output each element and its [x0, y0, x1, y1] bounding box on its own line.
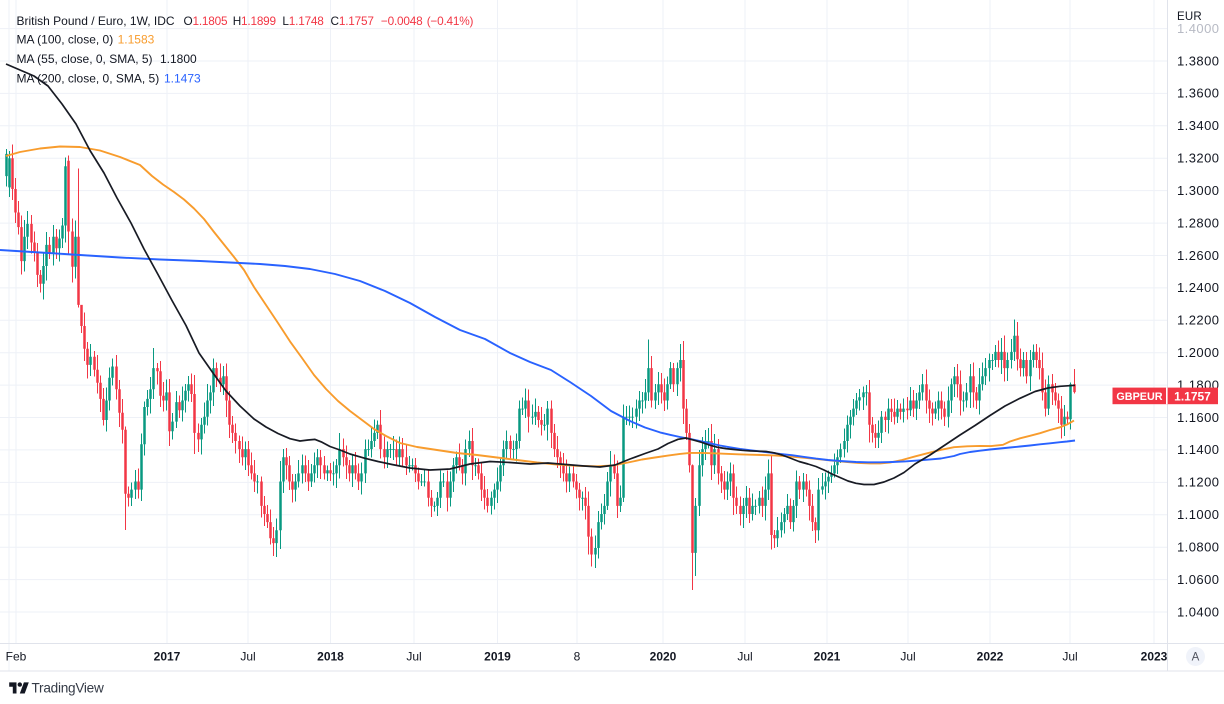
svg-text:C1.1757: C1.1757: [331, 14, 374, 28]
svg-text:British Pound / Euro, 1W, IDC: British Pound / Euro, 1W, IDC: [17, 14, 175, 28]
svg-text:Jul: Jul: [1062, 650, 1077, 664]
svg-text:Jul: Jul: [406, 650, 421, 664]
svg-text:−0.0048: −0.0048: [381, 14, 423, 28]
svg-text:1.0400: 1.0400: [1177, 604, 1219, 619]
svg-text:Jul: Jul: [900, 650, 915, 664]
svg-text:GBPEUR: GBPEUR: [1116, 391, 1162, 403]
svg-text:1.3200: 1.3200: [1177, 151, 1219, 166]
svg-text:2017: 2017: [154, 650, 181, 664]
svg-text:1.1600: 1.1600: [1177, 410, 1219, 425]
svg-text:1.0600: 1.0600: [1177, 572, 1219, 587]
svg-text:MA (55, close, 0, SMA, 5): MA (55, close, 0, SMA, 5): [17, 52, 153, 66]
svg-text:1.2000: 1.2000: [1177, 345, 1219, 360]
svg-text:MA (200, close, 0, SMA, 5): MA (200, close, 0, SMA, 5): [17, 71, 160, 85]
svg-text:1.2600: 1.2600: [1177, 248, 1219, 263]
svg-text:1.1000: 1.1000: [1177, 507, 1219, 522]
svg-text:1.2200: 1.2200: [1177, 313, 1219, 328]
svg-text:1.2800: 1.2800: [1177, 215, 1219, 230]
svg-text:2023: 2023: [1141, 650, 1168, 664]
svg-text:2019: 2019: [484, 650, 511, 664]
svg-text:1.1400: 1.1400: [1177, 442, 1219, 457]
svg-text:1.2400: 1.2400: [1177, 280, 1219, 295]
svg-text:1.1473: 1.1473: [164, 71, 201, 85]
svg-text:2020: 2020: [650, 650, 677, 664]
svg-text:A: A: [1192, 652, 1200, 664]
svg-text:1.3600: 1.3600: [1177, 86, 1219, 101]
svg-text:L1.1748: L1.1748: [282, 14, 324, 28]
svg-text:MA (100, close, 0): MA (100, close, 0): [17, 32, 114, 46]
svg-text:1.3000: 1.3000: [1177, 183, 1219, 198]
svg-text:1.1583: 1.1583: [118, 32, 155, 46]
svg-text:(−0.41%): (−0.41%): [427, 14, 474, 28]
svg-text:2021: 2021: [814, 650, 841, 664]
svg-text:Feb: Feb: [6, 650, 27, 664]
svg-text:1.0800: 1.0800: [1177, 540, 1219, 555]
svg-text:TradingView: TradingView: [32, 681, 104, 696]
svg-text:1.1757: 1.1757: [1174, 389, 1211, 403]
svg-text:1.3400: 1.3400: [1177, 118, 1219, 133]
svg-text:Jul: Jul: [240, 650, 255, 664]
svg-text:8: 8: [574, 650, 581, 664]
svg-text:H1.1899: H1.1899: [233, 14, 276, 28]
svg-text:1.3800: 1.3800: [1177, 53, 1219, 68]
svg-text:2018: 2018: [317, 650, 344, 664]
svg-text:EUR: EUR: [1177, 11, 1202, 23]
svg-text:2022: 2022: [977, 650, 1004, 664]
svg-text:1.1200: 1.1200: [1177, 475, 1219, 490]
svg-text:O1.1805: O1.1805: [184, 14, 229, 28]
svg-text:Jul: Jul: [737, 650, 752, 664]
svg-text:1.4000: 1.4000: [1177, 21, 1219, 36]
svg-text:1.1800: 1.1800: [160, 52, 197, 66]
